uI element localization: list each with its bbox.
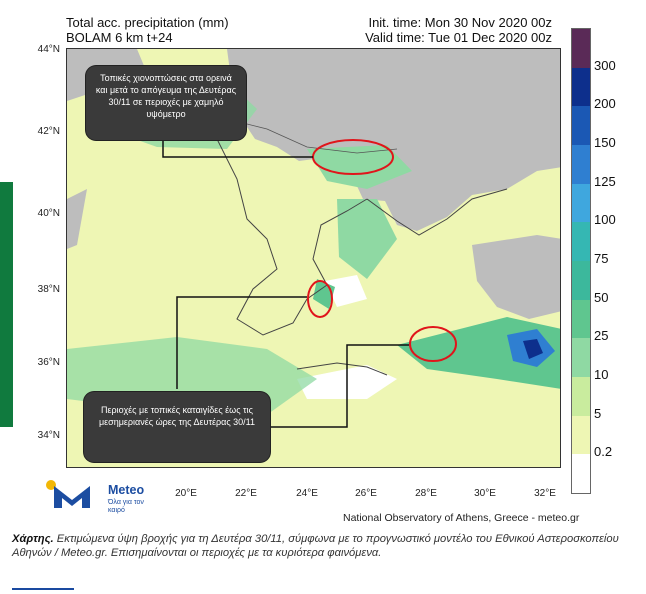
dry-land-anatolia [472,235,560,319]
map-credit: National Observatory of Athens, Greece -… [343,512,580,524]
sun-icon [46,480,56,490]
lon-label: 28°E [415,488,437,499]
storm-highlight-ellipse-2 [409,326,457,362]
scale-swatch [572,376,590,416]
scale-label: 75 [594,251,609,266]
scale-swatch [572,260,590,300]
logo-tagline: Όλα για τον καιρό [108,499,144,514]
title-line-1: Total acc. precipitation (mm) [66,15,229,30]
lat-label: 42°N [37,126,60,137]
dry-sea-area [325,275,367,307]
scale-swatch [572,144,590,184]
caption-underline [12,588,74,590]
lon-label: 30°E [474,488,496,499]
scale-label: 300 [594,57,616,73]
scale-swatch [572,106,590,145]
scale-label: 200 [594,96,616,112]
valid-time: Valid time: Tue 01 Dec 2020 00z [365,30,552,45]
storms-callout: Περιοχές με τοπικές καταιγίδες έως τις μ… [84,392,270,462]
lat-label: 38°N [37,284,60,295]
lat-label: 44°N [37,44,60,55]
storm-highlight-ellipse-1 [307,280,333,318]
storm-connector-line-2 [267,344,409,428]
caption-text: Εκτιμώμενα ύψη βροχής για τη Δευτέρα 30/… [12,533,619,559]
scale-label: 125 [594,173,616,189]
snow-connector-line [162,137,313,158]
scale-swatch [572,299,590,339]
scale-swatch [572,222,590,261]
storm-connector-line-1 [176,296,307,389]
logo-m-mark [54,486,90,508]
coastline-crete [296,362,388,376]
scale-swatch [572,454,590,493]
lat-label: 36°N [37,357,60,368]
meteo-logo-icon [46,480,90,508]
side-accent-bar [0,182,13,427]
lon-label: 32°E [534,488,556,499]
lon-label: 20°E [175,488,197,499]
snow-callout: Τοπικές χιονοπτώσεις στα ορεινά και μετά… [86,66,246,140]
caption-label: Χάρτης. [12,533,54,545]
lat-label: 40°N [37,208,60,219]
scale-swatch [572,29,590,68]
coastline-greece [186,108,368,336]
figure-caption: Χάρτης. Εκτιμώμενα ύψη βροχής για τη Δευ… [12,532,634,560]
rain-band-thrace [307,145,412,189]
rain-band-aegean [337,199,397,279]
logo-name: Meteo [108,483,145,497]
scale-swatch [572,415,590,455]
scale-label: 50 [594,289,609,305]
map-times: Init. time: Mon 30 Nov 2020 00z Valid ti… [365,15,552,45]
lat-label: 34°N [37,430,60,441]
lon-label: 26°E [355,488,377,499]
scale-swatch [572,338,590,377]
precipitation-color-scale [571,28,591,494]
title-line-2: BOLAM 6 km t+24 [66,30,173,45]
scale-label: 25 [594,328,609,344]
coastline-turkey [366,188,508,236]
dry-land-west [67,189,87,249]
map-title: Total acc. precipitation (mm) BOLAM 6 km… [66,15,229,45]
very-heavy-rain-cell [523,339,543,359]
scale-label: 5 [594,405,602,421]
scale-swatch [572,183,590,223]
scale-label: 100 [594,212,616,228]
init-time: Init. time: Mon 30 Nov 2020 00z [368,15,552,30]
lon-label: 22°E [235,488,257,499]
scale-label: 10 [594,367,609,382]
scale-label: 150 [594,135,616,150]
scale-swatch [572,67,590,107]
scale-label: 0.2 [594,444,613,460]
dry-land-north [227,49,560,231]
lon-label: 24°E [296,488,318,499]
